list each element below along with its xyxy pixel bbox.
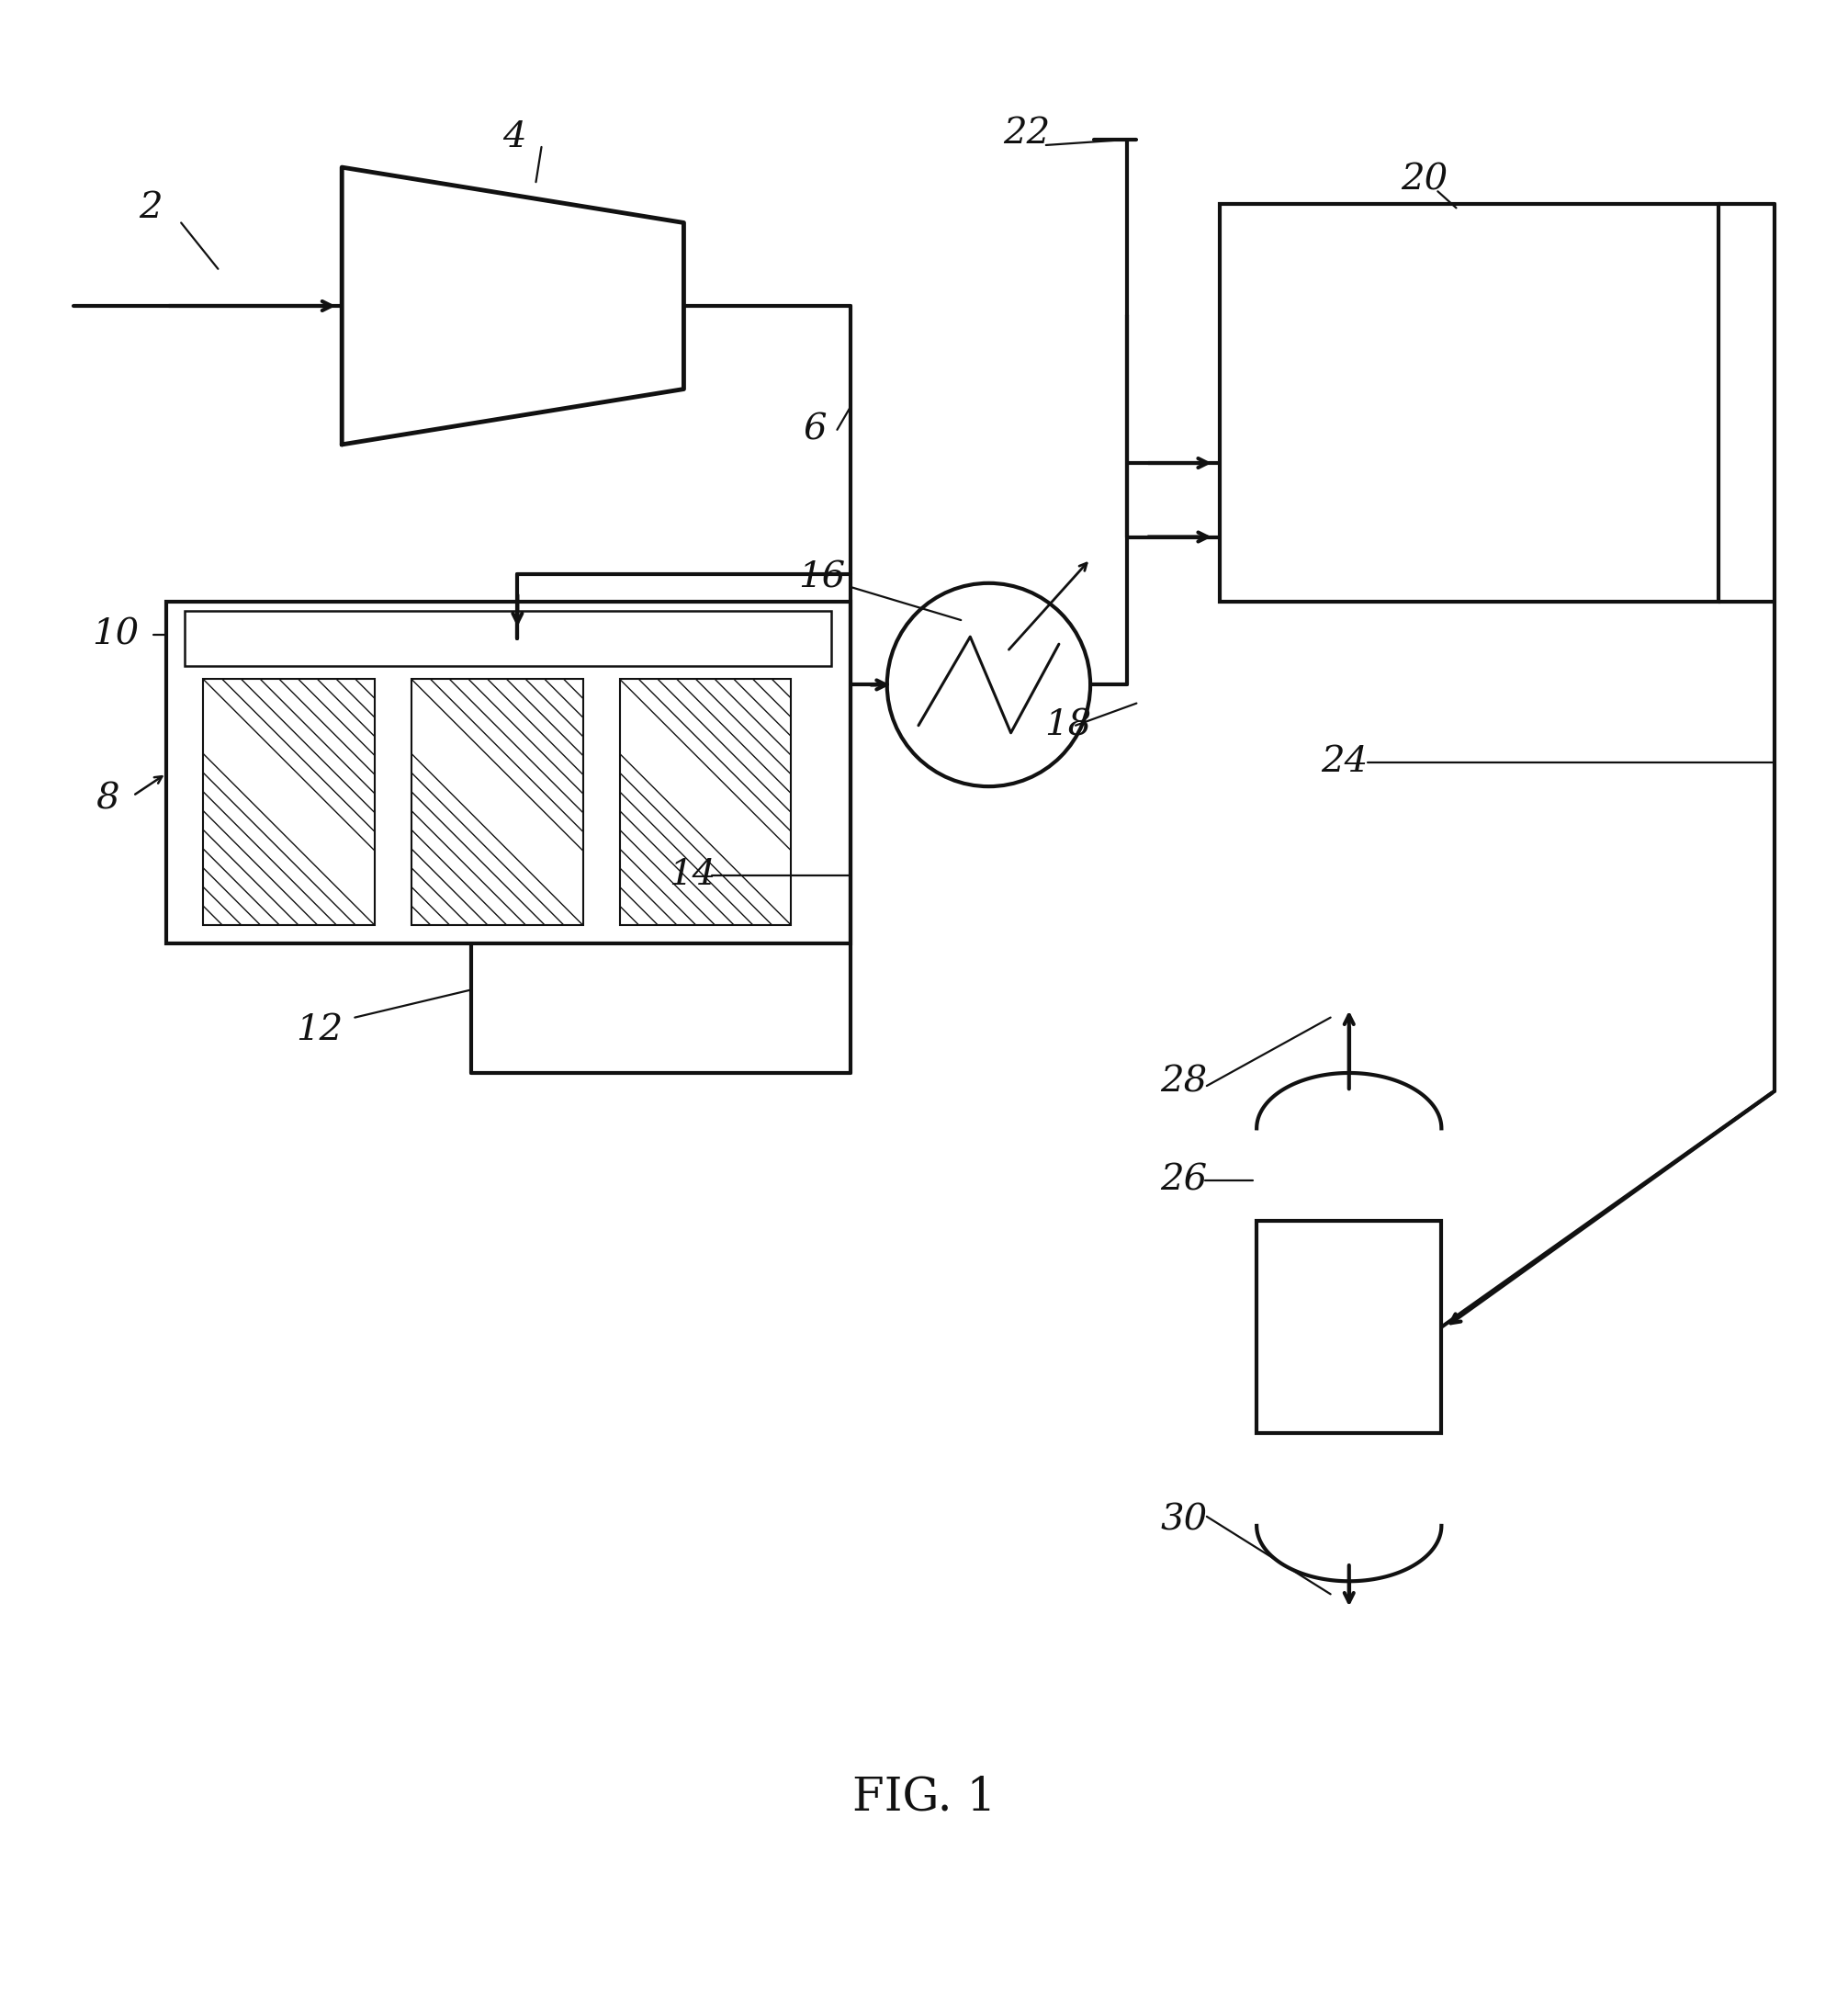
Text: 2: 2 [139,192,163,226]
Text: 6: 6 [804,414,828,448]
Circle shape [887,583,1090,787]
Text: 30: 30 [1161,1502,1207,1536]
Text: 8: 8 [96,783,120,817]
Text: 26: 26 [1161,1163,1207,1197]
Text: 16: 16 [798,561,845,595]
Bar [166,601,850,943]
Text: 18: 18 [1044,709,1090,743]
Text: 12: 12 [296,1013,342,1047]
Text: 14: 14 [669,859,715,893]
Bar [619,679,791,925]
Text: 20: 20 [1401,164,1447,198]
Bar [412,679,582,925]
Bar [1257,1221,1441,1433]
Text: 24: 24 [1321,745,1368,779]
Text: 10: 10 [92,617,139,651]
Text: 28: 28 [1161,1065,1207,1099]
Bar [1220,204,1719,601]
Bar [185,611,832,665]
Bar [203,679,375,925]
Text: 22: 22 [1003,118,1050,152]
Text: FIG. 1: FIG. 1 [852,1774,996,1820]
Text: 4: 4 [503,120,527,154]
